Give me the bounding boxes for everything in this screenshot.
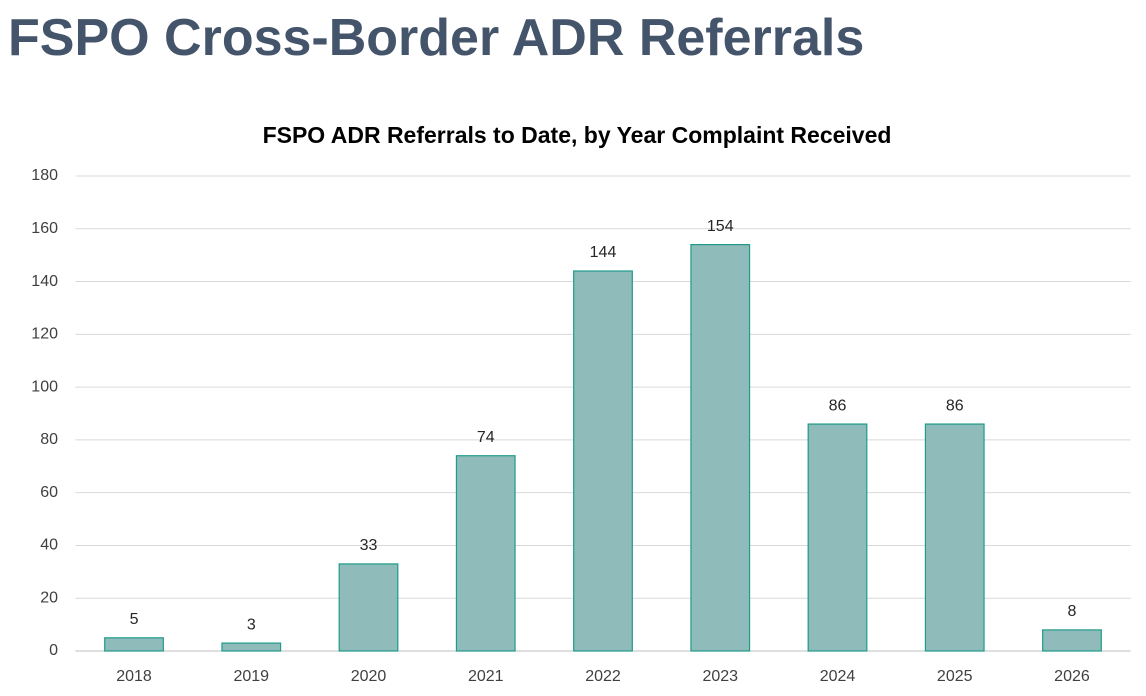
- data-label: 5: [130, 611, 139, 628]
- x-tick-label: 2021: [468, 668, 504, 685]
- x-tick-label: 2018: [116, 668, 152, 685]
- x-tick-label: 2019: [233, 668, 269, 685]
- data-label: 33: [360, 537, 378, 554]
- bar: [807, 423, 868, 652]
- bar: [1042, 629, 1102, 652]
- slide-title: FSPO Cross-Border ADR Referrals: [8, 9, 864, 67]
- x-tick-label: 2022: [585, 668, 621, 685]
- data-label: 8: [1068, 603, 1077, 620]
- y-tick-label: 160: [31, 220, 58, 237]
- chart-title: FSPO ADR Referrals to Date, by Year Comp…: [263, 122, 892, 148]
- bar: [104, 637, 164, 652]
- data-label: 86: [829, 397, 847, 414]
- x-tick-label: 2024: [820, 668, 856, 685]
- y-tick-label: 20: [40, 589, 58, 606]
- data-label: 144: [590, 244, 617, 261]
- data-label: 86: [946, 397, 964, 414]
- bar: [690, 244, 751, 652]
- y-tick-label: 0: [49, 642, 58, 659]
- x-tick-label: 2023: [702, 668, 738, 685]
- y-tick-label: 100: [31, 378, 58, 395]
- bar: [924, 423, 985, 652]
- y-tick-label: 120: [31, 326, 58, 343]
- x-tick-label: 2025: [937, 668, 973, 685]
- data-label: 74: [477, 429, 495, 446]
- x-tick-label: 2020: [351, 668, 387, 685]
- data-label: 3: [247, 616, 256, 633]
- data-label: 154: [707, 218, 734, 235]
- bar: [455, 455, 516, 652]
- bar: [573, 270, 633, 652]
- y-tick-label: 140: [31, 273, 58, 290]
- y-tick-label: 80: [40, 431, 58, 448]
- bar: [221, 642, 282, 652]
- y-tick-label: 60: [40, 484, 58, 501]
- y-tick-label: 40: [40, 537, 58, 554]
- x-tick-label: 2026: [1054, 668, 1090, 685]
- bar: [338, 563, 399, 652]
- y-tick-label: 180: [31, 167, 58, 184]
